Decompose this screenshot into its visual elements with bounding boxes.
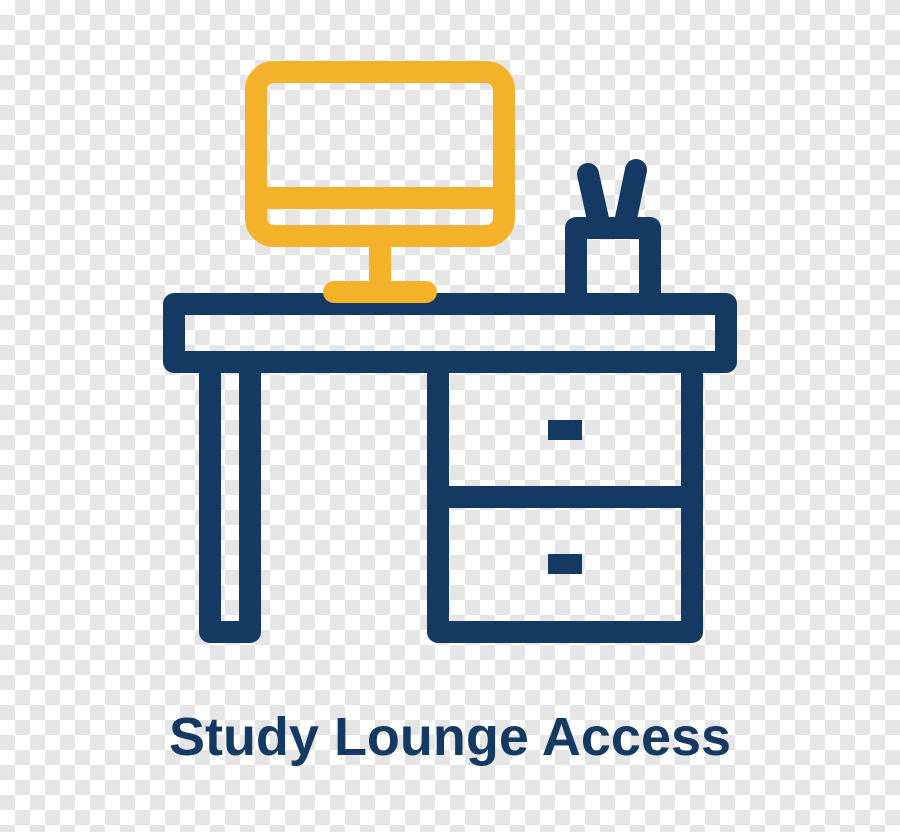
study-lounge-infographic xyxy=(0,0,900,700)
infographic-caption: Study Lounge Access xyxy=(169,706,731,768)
desk-monitor-icon xyxy=(0,0,900,700)
